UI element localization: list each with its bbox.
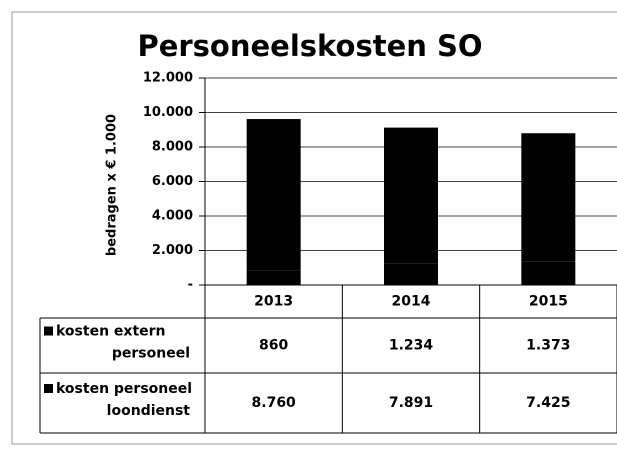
legend-label: kosten personeel loondienst	[56, 381, 192, 419]
y-tick-label: -	[188, 278, 193, 293]
x-tick-label: 2014	[392, 294, 431, 310]
y-tick-label: 6.000	[152, 174, 193, 189]
table-value: 860	[259, 338, 288, 354]
legend-swatch	[44, 384, 53, 393]
y-tick-label: 4.000	[152, 209, 193, 224]
legend-swatch	[44, 326, 53, 336]
bar-segment	[384, 263, 438, 285]
x-tick-label: 2013	[254, 294, 293, 310]
legend-label: kosten extern personeel	[56, 324, 190, 362]
y-tick-label: 12.000	[143, 71, 193, 86]
bar-segment	[521, 133, 576, 262]
chart-frame	[11, 11, 617, 445]
bar-segment	[246, 119, 301, 271]
table-value: 8.760	[252, 395, 297, 411]
chart-title: Personeelskosten SO	[137, 29, 482, 63]
y-tick-label: 2.000	[152, 243, 193, 258]
bar-segment	[384, 127, 438, 264]
y-axis-label: bedragen x € 1.000	[105, 114, 120, 256]
table-value: 7.425	[526, 395, 570, 411]
y-tick-label: 10.000	[143, 105, 193, 120]
table-value: 1.234	[389, 338, 434, 354]
bar-segment	[521, 261, 576, 285]
table-value: 7.891	[389, 395, 433, 411]
x-tick-label: 2015	[529, 294, 568, 310]
bar-segment	[246, 270, 301, 285]
table-value: 1.373	[526, 338, 570, 354]
y-tick-label: 8.000	[152, 140, 193, 155]
